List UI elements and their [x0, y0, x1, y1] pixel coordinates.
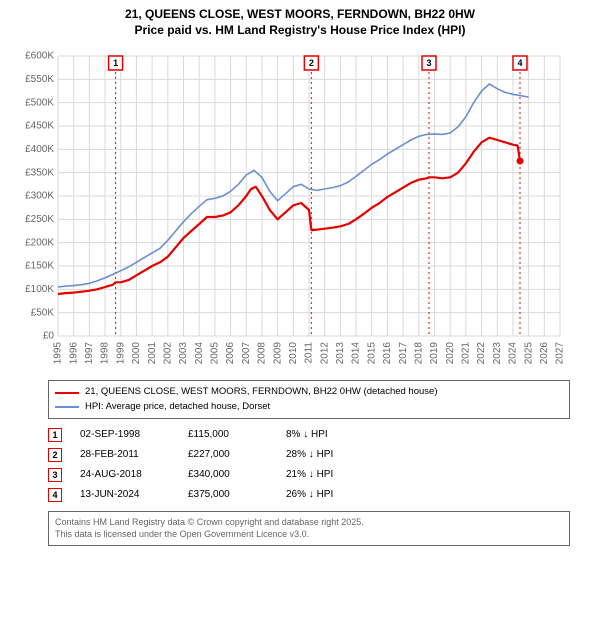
chart-area: £0 £50K £100K £150K £200K £250K £300K £350K £400… [10, 46, 590, 376]
svg-text:2019: 2019 [429, 342, 440, 365]
svg-text:1998: 1998 [100, 342, 111, 365]
sale-marker: 3 [48, 468, 62, 482]
svg-text:£100K: £100K [25, 284, 54, 295]
svg-text:£350K: £350K [25, 168, 54, 179]
sale-diff: 28% ↓ HPI [286, 449, 376, 460]
svg-text:2020: 2020 [445, 342, 456, 365]
sale-price: £115,000 [188, 429, 268, 440]
svg-text:£600K: £600K [25, 51, 54, 62]
svg-text:2021: 2021 [461, 342, 472, 365]
sale-date: 24-AUG-2018 [80, 469, 170, 480]
svg-text:2010: 2010 [288, 342, 299, 365]
legend-item: 21, QUEENS CLOSE, WEST MOORS, FERNDOWN, … [55, 385, 563, 399]
svg-text:£550K: £550K [25, 74, 54, 85]
svg-text:2009: 2009 [272, 342, 283, 365]
sale-date: 02-SEP-1998 [80, 429, 170, 440]
title-line1: 21, QUEENS CLOSE, WEST MOORS, FERNDOWN, … [0, 6, 600, 22]
svg-text:2003: 2003 [178, 342, 189, 365]
svg-text:2001: 2001 [147, 342, 158, 365]
svg-text:£500K: £500K [25, 98, 54, 109]
svg-text:2012: 2012 [319, 342, 330, 365]
footer-attribution: Contains HM Land Registry data © Crown c… [48, 511, 570, 546]
sale-diff: 26% ↓ HPI [286, 489, 376, 500]
svg-text:4: 4 [517, 58, 522, 68]
svg-text:2016: 2016 [382, 342, 393, 365]
svg-text:2015: 2015 [366, 342, 377, 365]
svg-text:2027: 2027 [555, 342, 566, 365]
legend-label: 21, QUEENS CLOSE, WEST MOORS, FERNDOWN, … [85, 385, 437, 399]
svg-text:2017: 2017 [398, 342, 409, 365]
sale-price: £375,000 [188, 489, 268, 500]
svg-text:2018: 2018 [413, 342, 424, 365]
svg-text:2024: 2024 [508, 342, 519, 365]
sale-date: 13-JUN-2024 [80, 489, 170, 500]
svg-text:1996: 1996 [68, 342, 79, 365]
sale-price: £227,000 [188, 449, 268, 460]
svg-text:2004: 2004 [194, 342, 205, 365]
svg-text:£450K: £450K [25, 121, 54, 132]
svg-text:£400K: £400K [25, 144, 54, 155]
sale-diff: 21% ↓ HPI [286, 469, 376, 480]
svg-text:3: 3 [427, 58, 432, 68]
legend-item: HPI: Average price, detached house, Dors… [55, 400, 563, 414]
legend-swatch [55, 406, 79, 408]
svg-text:1997: 1997 [84, 342, 95, 365]
svg-text:2014: 2014 [351, 342, 362, 365]
sale-price: £340,000 [188, 469, 268, 480]
svg-text:£0: £0 [43, 331, 55, 342]
sale-row: 2 28-FEB-2011 £227,000 28% ↓ HPI [48, 445, 570, 465]
svg-text:2013: 2013 [335, 342, 346, 365]
svg-text:1999: 1999 [115, 342, 126, 365]
sale-date: 28-FEB-2011 [80, 449, 170, 460]
footer-line1: Contains HM Land Registry data © Crown c… [55, 516, 563, 529]
sale-diff: 8% ↓ HPI [286, 429, 376, 440]
svg-text:2002: 2002 [162, 342, 173, 365]
legend-label: HPI: Average price, detached house, Dors… [85, 400, 270, 414]
svg-text:2026: 2026 [539, 342, 550, 365]
sale-row: 3 24-AUG-2018 £340,000 21% ↓ HPI [48, 465, 570, 485]
svg-text:2000: 2000 [131, 342, 142, 365]
svg-text:£250K: £250K [25, 214, 54, 225]
svg-text:£300K: £300K [25, 191, 54, 202]
svg-text:2025: 2025 [523, 342, 534, 365]
svg-text:2011: 2011 [304, 342, 315, 364]
svg-text:2022: 2022 [476, 342, 487, 365]
svg-text:£50K: £50K [31, 308, 55, 319]
sales-table: 1 02-SEP-1998 £115,000 8% ↓ HPI 2 28-FEB-2011… [48, 425, 570, 505]
sale-marker: 4 [48, 488, 62, 502]
sale-marker: 1 [48, 428, 62, 442]
chart-title: 21, QUEENS CLOSE, WEST MOORS, FERNDOWN, … [0, 0, 600, 38]
svg-text:1995: 1995 [53, 342, 64, 365]
svg-text:£150K: £150K [25, 261, 54, 272]
svg-text:2007: 2007 [241, 342, 252, 365]
footer-line2: This data is licensed under the Open Gov… [55, 528, 563, 541]
svg-text:2006: 2006 [225, 342, 236, 365]
sale-row: 4 13-JUN-2024 £375,000 26% ↓ HPI [48, 485, 570, 505]
svg-text:£200K: £200K [25, 238, 54, 249]
legend-swatch [55, 392, 79, 394]
svg-text:2023: 2023 [492, 342, 503, 365]
svg-text:2008: 2008 [257, 342, 268, 365]
line-chart: £0 £50K £100K £150K £200K £250K £300K £350K £400… [10, 46, 570, 376]
sale-row: 1 02-SEP-1998 £115,000 8% ↓ HPI [48, 425, 570, 445]
title-line2: Price paid vs. HM Land Registry's House … [0, 22, 600, 38]
svg-text:2: 2 [309, 58, 314, 68]
svg-text:1: 1 [113, 58, 118, 68]
legend: 21, QUEENS CLOSE, WEST MOORS, FERNDOWN, … [48, 380, 570, 419]
sale-marker: 2 [48, 448, 62, 462]
svg-text:2005: 2005 [210, 342, 221, 365]
